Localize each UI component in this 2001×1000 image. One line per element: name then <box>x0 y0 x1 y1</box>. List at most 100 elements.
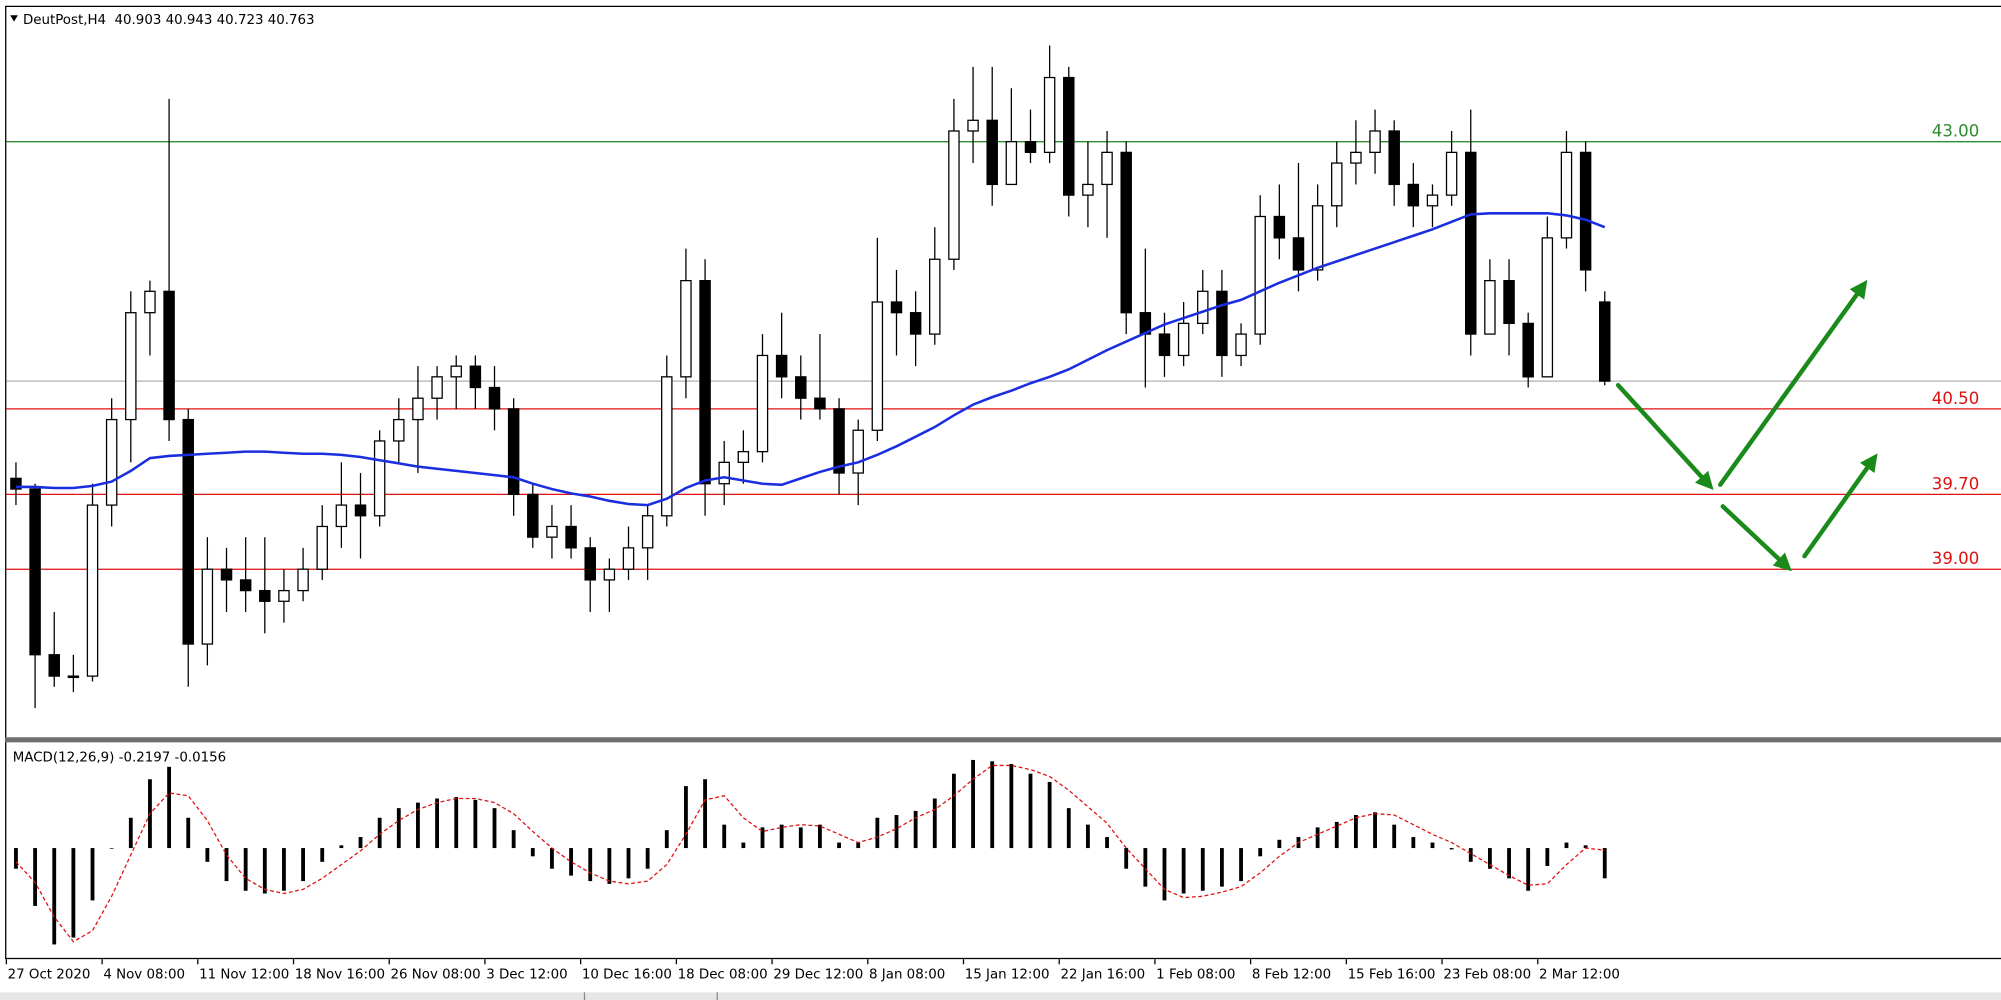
candle-body <box>1522 322 1534 378</box>
macd-bar <box>1086 824 1090 849</box>
candle-body <box>1599 301 1611 382</box>
candle-body <box>1503 279 1515 325</box>
candle-body <box>718 461 730 485</box>
candle-body <box>737 451 750 463</box>
macd-bar <box>684 786 688 849</box>
forecast-arrows <box>1615 279 1878 572</box>
candle-body <box>220 568 233 581</box>
candle-body <box>890 301 903 314</box>
macd-bar <box>952 773 956 849</box>
candle-body <box>1407 183 1420 207</box>
macd-bar <box>320 848 325 862</box>
macd-bar <box>377 817 382 849</box>
candle-body <box>948 130 960 260</box>
macd-bar <box>664 830 669 849</box>
candle-body <box>1541 237 1554 378</box>
candle-body <box>1445 151 1458 196</box>
candle-body <box>373 440 386 517</box>
candle-body <box>1120 151 1132 314</box>
macd-bar <box>358 837 363 849</box>
macd-bar <box>779 824 784 849</box>
candle-body <box>507 408 520 496</box>
x-tick-label: 3 Dec 12:00 <box>486 967 567 982</box>
candle-body <box>1024 141 1037 154</box>
candle-body <box>1273 215 1286 239</box>
candle-body <box>1369 130 1381 154</box>
candle-body <box>1579 151 1592 271</box>
candle-body <box>1388 130 1400 186</box>
candle-body <box>1292 237 1305 271</box>
macd-bar <box>1392 824 1397 849</box>
marks: 43.00 40.50 39.70 39.00 27 Oct 2020 4 Nov 08:… <box>5 45 2001 982</box>
pane-separator <box>5 737 2001 743</box>
macd-bar <box>856 842 861 849</box>
candle-body <box>450 365 462 378</box>
macd-bar <box>645 848 650 869</box>
candle-body <box>641 515 654 549</box>
candle-body <box>1158 333 1171 357</box>
x-tick-label: 8 Jan 08:00 <box>869 967 945 982</box>
macd-bar <box>90 848 95 901</box>
macd-title: MACD(12,26,9) -0.2197 -0.0156 <box>13 750 226 765</box>
x-tick-label: 8 Feb 12:00 <box>1252 967 1331 982</box>
candle-body <box>125 312 137 421</box>
x-tick-label: 10 Dec 16:00 <box>582 967 672 982</box>
x-tick-label: 11 Nov 12:00 <box>199 967 289 982</box>
candle-body <box>1254 215 1266 335</box>
macd-bar <box>741 842 746 849</box>
macd-bar <box>1507 848 1511 879</box>
macd-bar <box>875 817 880 849</box>
candle-body <box>1235 333 1247 357</box>
candle-body <box>1216 290 1228 357</box>
macd-bar <box>569 848 573 876</box>
macd-bar <box>1468 848 1473 862</box>
macd-bar <box>530 848 535 857</box>
candle-body <box>67 675 80 679</box>
macd-bar <box>932 798 937 849</box>
macd-bar <box>416 802 420 849</box>
macd-bar <box>703 779 707 849</box>
macd-bar <box>722 824 727 849</box>
candle-body <box>584 547 596 581</box>
macd-bar <box>1239 848 1243 882</box>
macd-bar <box>1258 848 1263 857</box>
x-tick-label: 29 Dec 12:00 <box>773 967 863 982</box>
candle-body <box>603 568 616 581</box>
candle-body <box>756 354 769 453</box>
x-tick-label: 1 Feb 08:00 <box>1156 967 1235 982</box>
arrow <box>1718 279 1868 487</box>
macd-bar <box>396 808 401 849</box>
macd-bar <box>492 808 497 849</box>
macd-bar <box>1009 764 1014 849</box>
macd-bar <box>607 848 612 884</box>
macd-bar <box>1162 848 1167 901</box>
chart-title: DeutPost,H4 40.903 40.943 40.723 40.763 <box>23 13 315 28</box>
candle-body <box>1101 151 1113 186</box>
macd-bar <box>205 848 210 862</box>
candle-body <box>259 589 271 602</box>
macd-bar <box>186 817 191 849</box>
x-tick-label: 15 Feb 16:00 <box>1348 967 1436 982</box>
candle-body <box>795 376 807 399</box>
macd-bar <box>33 848 38 906</box>
macd-bar <box>1487 848 1492 869</box>
macd-bar <box>243 848 248 891</box>
candle-body <box>201 568 214 645</box>
candle-body <box>967 119 979 132</box>
candle-body <box>297 568 309 592</box>
macd-bar <box>990 761 995 849</box>
macd-bar <box>262 848 267 894</box>
candle-body <box>1426 194 1439 207</box>
candle-body <box>565 525 577 549</box>
macd-bar <box>1028 773 1033 849</box>
macd-bar <box>1411 837 1416 849</box>
level-label: 39.00 <box>1932 549 1979 568</box>
x-tick-label: 2 Mar 12:00 <box>1539 967 1620 982</box>
macd-bar <box>454 797 459 849</box>
level-label: 40.50 <box>1932 389 1979 408</box>
candle-body <box>1197 290 1209 325</box>
macd-bar <box>1545 848 1550 866</box>
